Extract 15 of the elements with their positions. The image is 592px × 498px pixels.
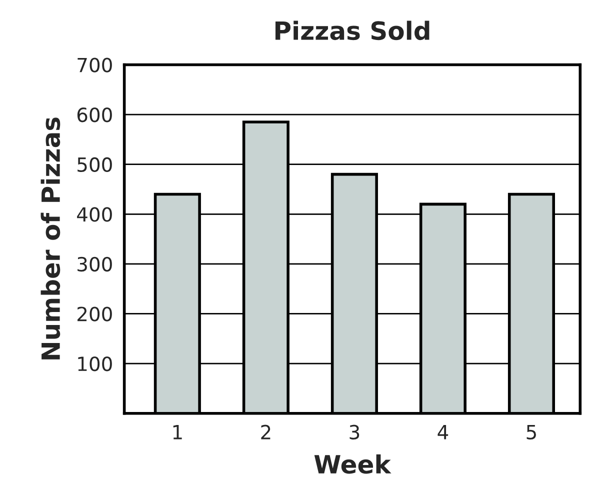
x-tick-label: 2 (261, 424, 270, 440)
y-tick-label: 200 (78, 306, 112, 322)
y-tick-label: 300 (78, 256, 112, 272)
y-tick-label: 700 (78, 58, 112, 72)
y-tick-label: 400 (77, 207, 112, 222)
y-axis-title: Number of Pizzas (40, 118, 60, 360)
x-tick-label: 3 (350, 424, 360, 440)
x-tick-label: 4 (438, 425, 448, 440)
y-tick-label: 500 (78, 157, 112, 172)
x-tick-label: 5 (526, 425, 536, 440)
chart-title: Pizzas Sold (275, 20, 430, 40)
y-tick-label: 600 (77, 107, 112, 122)
y-tick-label: 100 (78, 356, 112, 372)
x-tick-label: 1 (173, 425, 182, 440)
x-axis-title: Week (314, 454, 392, 474)
